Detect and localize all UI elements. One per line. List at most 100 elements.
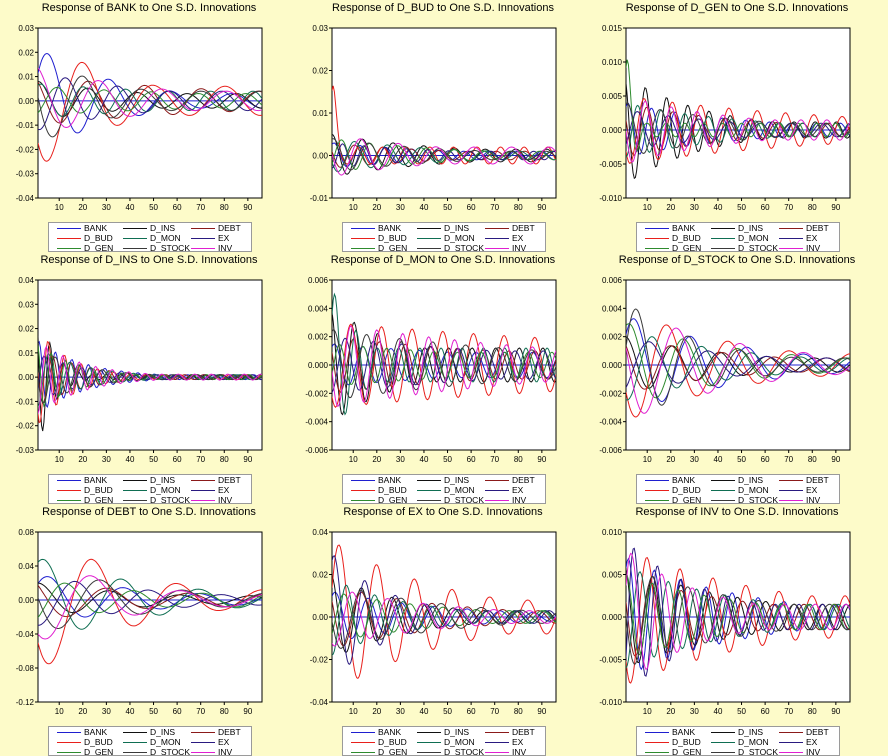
legend-swatch	[417, 490, 441, 492]
y-tick-label: 0.015	[602, 24, 623, 33]
legend-item-d-gen: D_GEN	[57, 748, 113, 755]
series-line-d-mon	[332, 292, 556, 416]
legend-swatch	[191, 500, 215, 502]
legend-label: BANK	[378, 727, 402, 737]
series-line-inv	[38, 345, 262, 414]
legend-item-d-mon: D_MON	[711, 486, 769, 495]
legend-label: EX	[806, 737, 818, 747]
legend-label: DEBT	[512, 727, 535, 737]
y-tick-label: -0.04	[16, 630, 35, 639]
y-tick-label: -0.02	[16, 145, 35, 154]
x-tick-label: 70	[196, 203, 205, 212]
legend-swatch	[779, 248, 803, 250]
legend: BANK D_INS DEBT D_BUD D_MON EX D_GEN D_STOCK INV	[48, 726, 252, 756]
x-tick-label: 50	[737, 203, 746, 212]
y-tick-label: 0.000	[308, 361, 329, 370]
series-line-d-bud	[626, 98, 850, 164]
legend-label: D_MON	[444, 485, 475, 495]
legend-swatch	[351, 732, 375, 734]
legend-label: D_STOCK	[738, 243, 778, 252]
x-tick-label: 40	[420, 203, 429, 212]
legend-item-d-stock: D_STOCK	[417, 244, 484, 251]
y-tick-label: 0.000	[602, 361, 623, 370]
x-tick-label: 40	[126, 203, 135, 212]
legend-label: D_INS	[150, 727, 176, 737]
legend-swatch	[351, 228, 375, 230]
y-tick-label: -0.004	[305, 418, 328, 427]
chart-panel-2: -0.01 0.00 0.01 0.02 0.03 10 20 30 40 50 60 70 80 90 R…	[298, 0, 588, 252]
legend-swatch	[191, 742, 215, 744]
legend-swatch	[417, 238, 441, 240]
legend-item-inv: INV	[779, 496, 820, 503]
legend-swatch	[123, 490, 147, 492]
legend-swatch	[417, 742, 441, 744]
series-line-inv	[626, 100, 850, 163]
legend-label: D_GEN	[84, 243, 114, 252]
legend-label: D_GEN	[84, 495, 114, 504]
x-tick-label: 80	[808, 203, 817, 212]
legend-label: INV	[512, 495, 527, 504]
x-tick-label: 30	[102, 455, 111, 464]
legend-item-d-bud: D_BUD	[57, 234, 113, 243]
y-tick-label: -0.010	[599, 194, 622, 203]
x-tick-label: 80	[808, 455, 817, 464]
legend-item-d-stock: D_STOCK	[123, 244, 190, 251]
legend-label: D_BUD	[672, 233, 701, 243]
chart-panel-7: -0.12 -0.08 -0.04 0.00 0.04 0.08 10 20 30 40 50 60 7…	[4, 504, 294, 756]
series-line-d-stock	[626, 102, 850, 154]
chart-title: Response of EX to One S.D. Innovations	[343, 506, 543, 518]
legend-label: BANK	[84, 727, 108, 737]
y-tick-label: 0.00	[18, 596, 34, 605]
legend-item-d-ins: D_INS	[123, 224, 175, 233]
legend: BANK D_INS DEBT D_BUD D_MON EX D_GEN D_STOCK INV	[342, 474, 546, 504]
x-tick-label: 10	[55, 203, 64, 212]
legend-item-d-gen: D_GEN	[57, 495, 114, 504]
legend-item-ex: EX	[779, 486, 817, 495]
legend-label: INV	[218, 243, 233, 252]
legend-item-d-gen: D_GEN	[645, 748, 701, 755]
legend-swatch	[645, 228, 669, 230]
legend-swatch	[57, 238, 81, 240]
chart-panel-3: -0.010 -0.005 0.000 0.005 0.010 0.015 10 20 30 40…	[592, 0, 882, 252]
legend-swatch	[351, 480, 375, 482]
legend-item-d-ins: D_INS	[417, 728, 469, 737]
x-tick-label: 60	[173, 707, 182, 716]
legend-item-d-ins: D_INS	[417, 224, 469, 233]
legend-label: D_BUD	[672, 485, 701, 495]
legend-swatch	[123, 732, 147, 734]
series-line-inv	[332, 324, 556, 408]
series-line-d-ins	[38, 81, 262, 118]
legend-swatch	[779, 228, 803, 230]
series-line-d-ins	[332, 311, 556, 416]
legend-swatch	[779, 238, 803, 240]
x-tick-label: 50	[443, 707, 452, 716]
legend-swatch	[123, 500, 147, 502]
legend-swatch	[417, 500, 441, 502]
legend-label: D_INS	[738, 727, 764, 737]
chart-title: Response of BANK to One S.D. Innovations	[41, 2, 257, 14]
legend-swatch	[57, 248, 81, 250]
x-tick-label: 70	[784, 203, 793, 212]
legend-item-d-mon: D_MON	[711, 738, 769, 747]
x-tick-label: 10	[643, 203, 652, 212]
legend-item-d-ins: D_INS	[417, 476, 469, 485]
legend-item-d-gen: D_GEN	[645, 244, 701, 251]
legend-label: EX	[512, 485, 524, 495]
legend-swatch	[645, 742, 669, 744]
series-line-d-gen	[626, 59, 850, 153]
legend-item-d-mon: D_MON	[417, 486, 475, 495]
series-line-inv	[38, 575, 262, 640]
legend-swatch	[711, 248, 735, 250]
x-tick-label: 10	[643, 707, 652, 716]
legend-label: EX	[218, 233, 230, 243]
x-tick-label: 30	[690, 707, 699, 716]
legend-swatch	[779, 742, 803, 744]
y-tick-label: 0.002	[602, 333, 623, 342]
x-tick-label: 20	[666, 455, 675, 464]
legend-item-bank: BANK	[351, 728, 401, 737]
legend-label: INV	[806, 243, 821, 252]
y-tick-label: 0.004	[308, 304, 329, 313]
chart-svg: -0.006 -0.004 -0.002 0.000 0.002 0.004 0.006 10…	[599, 276, 851, 464]
legend-item-ex: EX	[191, 738, 229, 747]
legend-swatch	[191, 490, 215, 492]
